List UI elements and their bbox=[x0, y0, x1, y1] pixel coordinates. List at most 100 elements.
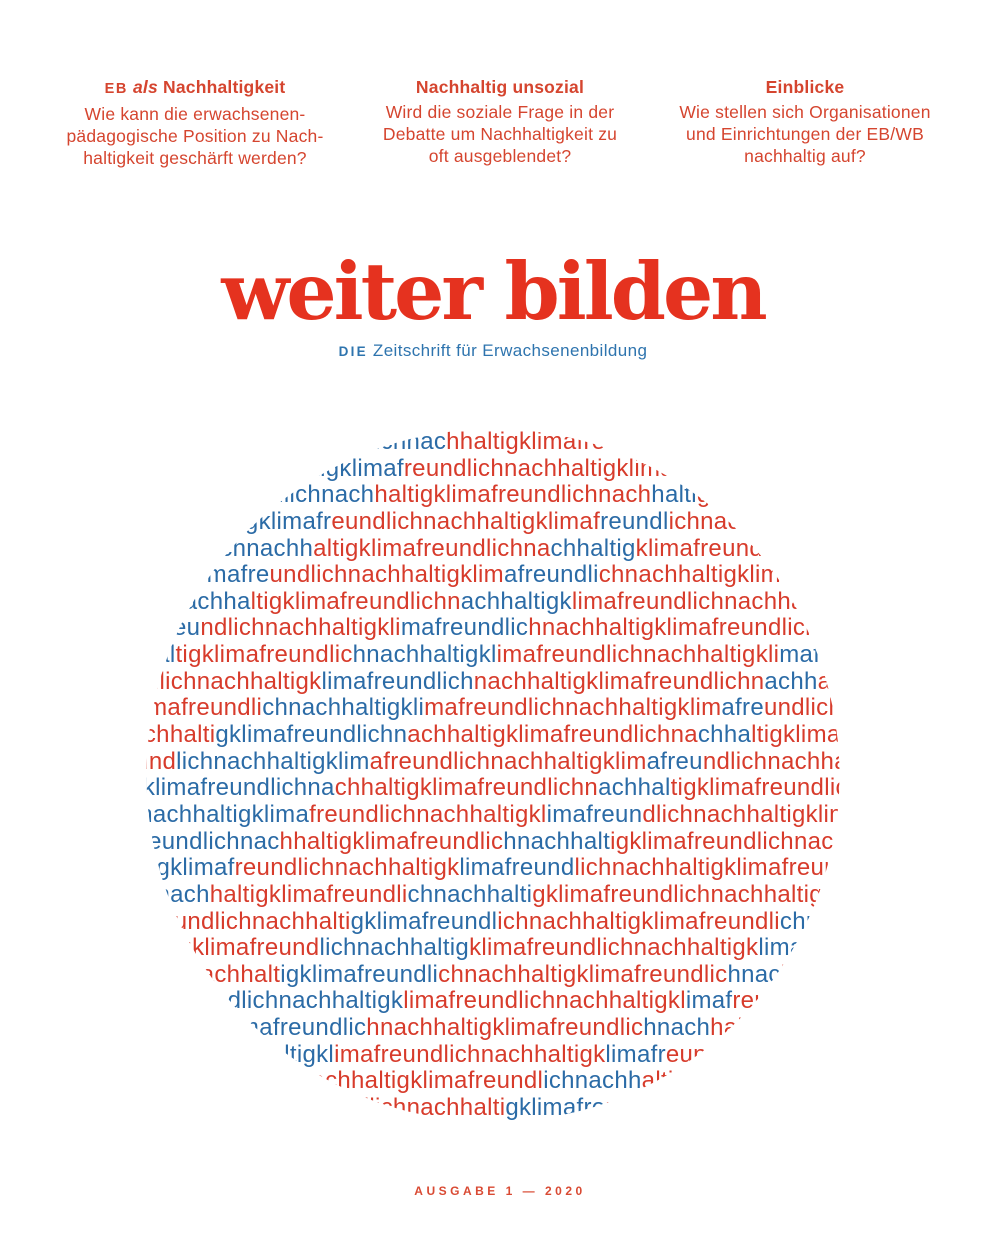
wordcloud-segment: eundlichnachhaltigklimaf bbox=[331, 507, 601, 535]
wordcloud-segment: chnachhaltigkli bbox=[143, 1094, 266, 1122]
wordcloud-segment: ichnachhaltigklimafreundli bbox=[497, 907, 780, 935]
wordcloud-row: tigklimafreundlichnachhaltigklimafreundl… bbox=[147, 1067, 840, 1095]
wordcloud-row: haltigklimafreundlichnachhaltigklimafreu… bbox=[143, 854, 843, 882]
topic-teaser: Wird die soziale Frage in der Debatte um… bbox=[350, 101, 650, 167]
wordcloud-segment: achhaltigk bbox=[460, 587, 572, 615]
teaser-line: Debatte um Nachhaltigkeit zu bbox=[382, 124, 618, 144]
wordcloud-segment: imafreundlichnachhaltigk bbox=[334, 1040, 606, 1068]
wordcloud-segment: dlichnach bbox=[143, 880, 210, 908]
wordcloud-segment: ltigklimafreundlichn bbox=[250, 587, 461, 615]
topic-title: EB als Nachhaltigkeit bbox=[40, 76, 350, 100]
topic-title-rest: Nachhaltigkeit bbox=[162, 77, 286, 97]
wordcloud-segment: altigklimafreundlichna bbox=[641, 1067, 840, 1095]
teaser-line: pädagogische Position zu Nach- bbox=[66, 126, 324, 146]
wordcloud-row: chnachhaltigklimafreundlichnachhaltigkli… bbox=[147, 429, 840, 456]
wordcloud-row: hnachhaltigklimafreundlichnachhaltigklim… bbox=[143, 721, 840, 749]
wordcloud-segment: limafreundlichnach bbox=[168, 481, 375, 509]
wordcloud-segment: hhaltigklimafreundlic bbox=[279, 827, 504, 855]
topic-column-einblicke: Einblicke Wie stellen sich Organisatione… bbox=[650, 76, 960, 167]
wordcloud-segment: freund bbox=[147, 747, 177, 775]
wordcloud-segment: eund bbox=[828, 641, 843, 669]
wordcloud-segment: gklimafreu bbox=[143, 987, 214, 1015]
wordcloud-row: gklimafreundlichnachhaltigklimafreundlic… bbox=[143, 987, 843, 1015]
wordcloud-segment: haltigklimafreun bbox=[710, 1014, 843, 1042]
wordcloud-row: dlichnachhaltigklimafreundlichnachhaltig… bbox=[143, 880, 841, 909]
wordcloud-segment: gklimafreundlich bbox=[696, 481, 843, 509]
wordcloud-segment: afreu bbox=[646, 747, 703, 775]
wordcloud-segment: chnachhaltigklimafreundlic bbox=[438, 960, 728, 988]
wordcloud-segment: altigkl bbox=[817, 667, 843, 695]
wordcloud-segment: chnachhaltigklimafreundli bbox=[598, 561, 840, 589]
wordcloud-segment: igklimafre bbox=[776, 429, 840, 455]
wordcloud-segment: haltigklimaf bbox=[143, 854, 235, 882]
wordcloud-row: chhaltigklimafreundlichnachhaltigklimafr… bbox=[147, 934, 843, 962]
wordcloud-segment: reundlichnachhaltigklimafr bbox=[403, 454, 690, 482]
wordcloud-segment: klimafreundlichnachhaltigk bbox=[469, 934, 759, 962]
wordcloud-segment: eund bbox=[689, 454, 744, 482]
wordcloud-segment: mafreundlichnac bbox=[143, 827, 280, 855]
wordcloud-segment: limafreundlichnachhaltigkl bbox=[571, 587, 843, 615]
wordcloud-segment: freundl bbox=[803, 934, 843, 962]
wordcloud-segment: chhaltig bbox=[550, 534, 636, 562]
wordcloud-segment: klim bbox=[822, 880, 841, 908]
wordcloud-segment: gklimafreundlichn bbox=[215, 721, 408, 749]
topic-column-eb-als-nachhaltigkeit: EB als Nachhaltigkeit Wie kann die erwac… bbox=[40, 76, 350, 169]
topic-title: Einblicke bbox=[765, 77, 845, 97]
wordcloud-row: igklimafreundlichnachhaltigklimafreundli… bbox=[143, 694, 840, 722]
wordcloud-row: klimafreundlichnachhaltigklimafreundlich… bbox=[147, 614, 840, 642]
wordcloud-segment: hnac bbox=[727, 960, 781, 988]
wordcloud-segment: nachha bbox=[143, 1014, 184, 1042]
wordcloud-segment: reundlichnach bbox=[732, 987, 843, 1015]
wordcloud-row: freundlichnachhaltigklimafreundlichnachh… bbox=[147, 747, 843, 776]
wordcloud-segment: nachhaltigklimafreundl bbox=[297, 1067, 544, 1095]
wordcloud-segment: altigklimafreundlichna bbox=[313, 534, 551, 562]
magazine-subtitle: DIE Zeitschrift für Erwachsenenbildung bbox=[0, 341, 986, 361]
teaser-line: nachhaltig auf? bbox=[744, 146, 866, 166]
wordcloud-segment: chh bbox=[147, 935, 148, 962]
wordcloud-segment: undlichnachhaltigkl bbox=[143, 1040, 335, 1068]
wordcloud-segment: igklimafreundlichna bbox=[143, 774, 335, 802]
wordcloud-row: ltigklimafreundlichnachhaltigklimafreund… bbox=[143, 774, 843, 802]
topic-title-italic: als bbox=[132, 77, 158, 97]
wordcloud-segment: haltigklimafreundli bbox=[209, 880, 408, 908]
wordcloud-row: undlichnachhaltigklimafreundlichnachhalt… bbox=[147, 960, 840, 989]
wordcloud-segment: hnach bbox=[643, 1014, 711, 1042]
wordcloud-segment: ndlichnachhaltig bbox=[702, 747, 843, 775]
wordcloud-segment: undlichnachhalt bbox=[147, 960, 281, 988]
wordcloud-segment: hhaltigklimafreundlichnach bbox=[446, 429, 737, 455]
wordcloud-segment: hnachhalti bbox=[143, 721, 216, 749]
wordcloud-row: chnachhaltigklimafreundlichnachhaltigkli… bbox=[143, 1094, 840, 1122]
wordcloud-row: afreundlichnachhaltigklimafreundlichnach… bbox=[147, 454, 843, 483]
wordcloud-segment: lichnachhaltigklimafreundl bbox=[574, 854, 843, 882]
wordcloud-segment: limafreundlichnachhaltigkl bbox=[403, 987, 686, 1015]
wordcloud-segment: chha bbox=[833, 907, 843, 935]
wordcloud-segment: achh bbox=[764, 667, 818, 695]
wordcloud-segment: tigklimafreundlichn bbox=[670, 774, 843, 802]
wordcloud-segment: mafr bbox=[779, 641, 829, 669]
teaser-line: haltigkeit geschärft werden? bbox=[83, 148, 307, 168]
wordcloud-segment: mafreundlic bbox=[400, 614, 529, 642]
topic-title: Nachhaltig unsozial bbox=[415, 77, 585, 97]
wordcloud-segment: ichnachhaltigklimaf bbox=[668, 507, 840, 535]
wordcloud-segment: igklimafreundli bbox=[280, 960, 439, 988]
wordcloud-segment: afre bbox=[721, 694, 764, 722]
wordcloud-segment: ichnachhaltigklima bbox=[143, 800, 310, 828]
topic-title-smallcaps: EB bbox=[104, 81, 128, 97]
wordcloud-segment: eun bbox=[143, 669, 146, 696]
wordcloud-segment: haltigklimafreundlichnach bbox=[374, 481, 652, 509]
wordcloud-segment: ichnachh bbox=[543, 1067, 642, 1095]
wordcloud-row: imafreundlichnachhaltigklimafreundlichna… bbox=[147, 534, 840, 563]
wordcloud-segment: gklimafre bbox=[505, 1094, 606, 1122]
wordcloud-segment: igklimafreundli bbox=[143, 694, 263, 722]
wordcloud-segment: gklimafreundl bbox=[350, 907, 498, 935]
wordcloud-row: lichnachhaltigklimafreundlichnachhaltigk… bbox=[147, 507, 840, 536]
wordcloud-segment: mafreundlichnachhaltigklim bbox=[424, 694, 722, 722]
wordcloud-segment: achhaltigklimafreundlichna bbox=[407, 721, 698, 749]
wordcloud-segment: lichnachhalti bbox=[743, 454, 843, 482]
wordcloud-segment: afreundlichnachhaltigklim bbox=[369, 747, 647, 775]
wordcloud-segment: eundlichnachhalti bbox=[160, 907, 351, 935]
wordcloud-segment: afreundli bbox=[503, 561, 599, 589]
wordcloud-segment: eundlichnachhaltigk bbox=[665, 1040, 843, 1068]
